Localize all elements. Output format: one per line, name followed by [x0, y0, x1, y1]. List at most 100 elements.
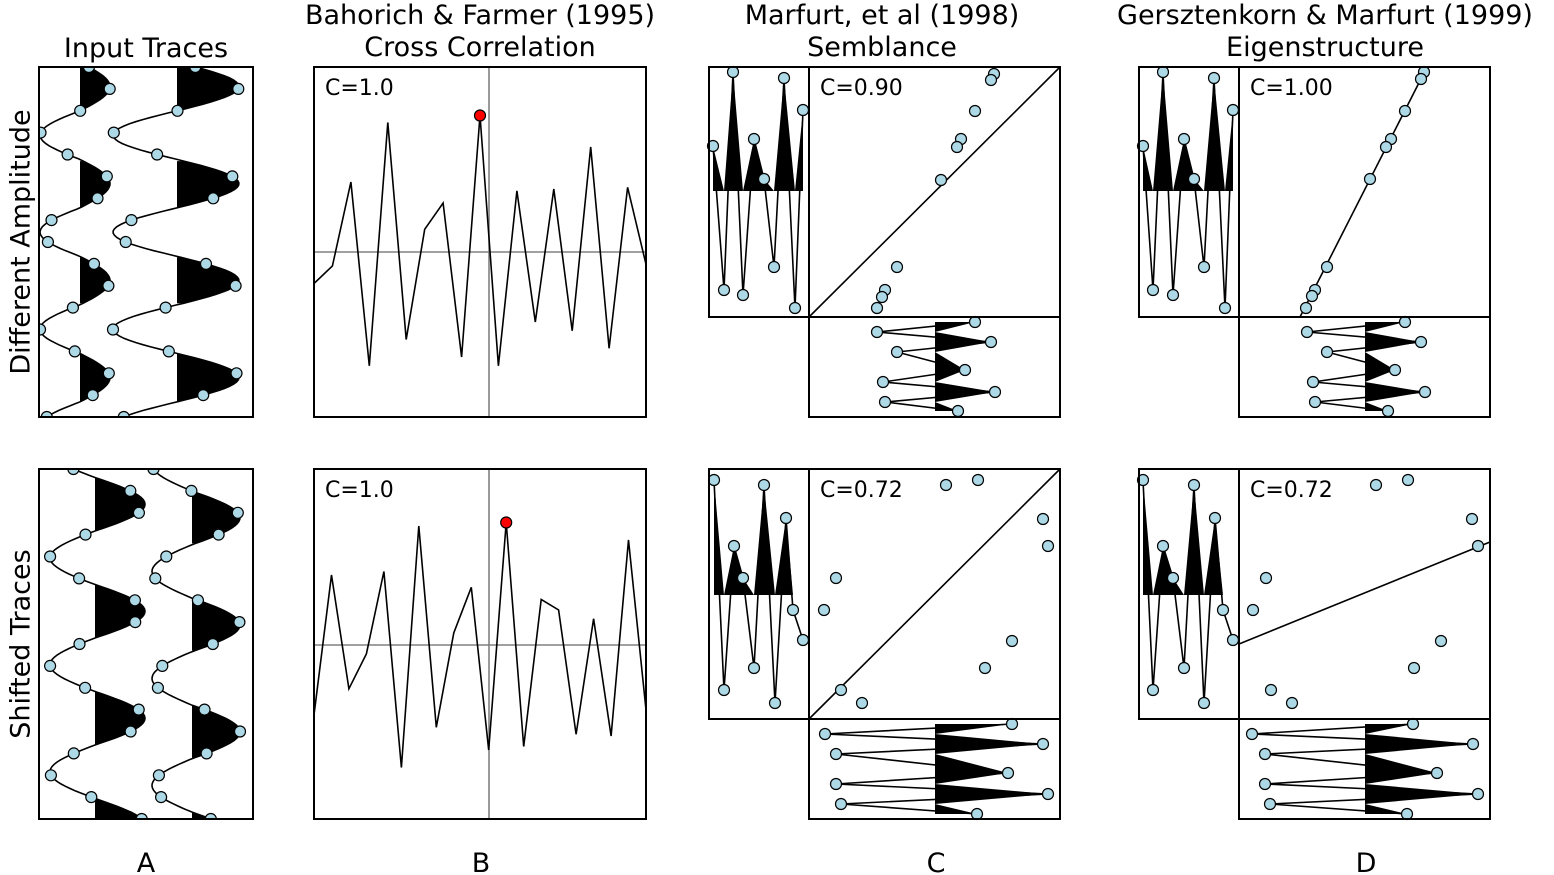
crossplot-point [1246, 603, 1260, 617]
trace-wiggle-line [1142, 479, 1234, 704]
sample-point [40, 410, 53, 417]
crossplot-point [1005, 634, 1019, 648]
sample-point [74, 104, 87, 117]
input-traces-amplitude-panel [38, 66, 254, 418]
sample-point [1226, 103, 1240, 117]
crossplot-point [1259, 571, 1273, 585]
positive-lobe-fill [80, 67, 110, 111]
crossplot-point [971, 473, 985, 487]
input-traces-shifted-panel [38, 468, 254, 820]
sample-point [124, 725, 137, 738]
sample-point [67, 747, 80, 760]
sample-point [206, 637, 219, 651]
crossplot-frame [808, 66, 1061, 318]
sample-point [128, 594, 141, 607]
sample-point [1146, 683, 1160, 697]
sample-point [1208, 511, 1222, 525]
positive-lobe-fill [177, 257, 239, 304]
crossplot-point [1401, 473, 1415, 487]
sample-point [767, 260, 781, 274]
sample-point [185, 484, 198, 497]
positive-lobe-fill [935, 724, 1048, 814]
diagonal-reference-line [808, 66, 1061, 318]
sample-point [736, 288, 750, 302]
sample-point [1306, 375, 1320, 389]
cross-correlation-line [313, 115, 647, 366]
trace-panel-bottom [808, 316, 1061, 418]
coherence-label: C=1.0 [325, 478, 394, 503]
sample-point [151, 681, 164, 694]
sample-point [1406, 717, 1420, 731]
sample-point [91, 192, 104, 205]
sample-point [890, 345, 904, 359]
crossplot-point [834, 683, 848, 697]
sample-point [117, 410, 130, 417]
sample-point [149, 572, 162, 585]
sample-point [834, 797, 848, 811]
sample-point [151, 148, 164, 161]
sample-point [1414, 335, 1428, 349]
eigenstructure-amplitude-panel: C=1.00 [1136, 65, 1491, 418]
sample-point [876, 375, 890, 389]
crossplot-point [817, 603, 831, 617]
crossplot-point [978, 661, 992, 675]
coherence-label: C=0.90 [820, 76, 903, 101]
diagonal-reference-line [808, 468, 1061, 720]
crossplot-point [939, 478, 953, 492]
crossplot-frame [1238, 66, 1491, 318]
sample-point [156, 659, 169, 673]
sample-point [231, 506, 244, 519]
sample-point [1226, 633, 1240, 647]
title-col-b-line2: Cross Correlation [364, 32, 595, 63]
crossplot-point [984, 73, 998, 87]
sample-point [171, 104, 184, 117]
panel-frame [313, 66, 647, 418]
sample-point [200, 747, 213, 760]
peak-marker [473, 109, 487, 122]
sample-point [212, 528, 225, 541]
sample-point [1177, 661, 1191, 675]
col-letter-d: D [1356, 848, 1377, 875]
sample-point [958, 363, 972, 377]
crossplot-point [1320, 260, 1334, 274]
panel-frame [313, 468, 647, 820]
crossplot-point [1471, 539, 1485, 553]
sample-point [1388, 363, 1402, 377]
title-col-b-line1: Bahorich & Farmer (1995) [305, 0, 655, 31]
sample-point [197, 389, 210, 402]
sample-point [1258, 747, 1272, 761]
crossplot-point [1434, 634, 1448, 648]
sample-point [1258, 777, 1272, 791]
semblance-amplitude-panel: C=0.90 [708, 67, 1061, 418]
sample-point [233, 615, 246, 629]
sample-point [67, 469, 80, 476]
sample-point [796, 103, 810, 117]
coherence-label: C=0.72 [1250, 478, 1333, 503]
crossplot-point [1264, 683, 1278, 697]
sample-point [43, 659, 57, 673]
sample-point [1218, 301, 1232, 315]
title-col-c-line1: Marfurt, et al (1998) [745, 0, 1020, 31]
crossplot-point [1369, 478, 1383, 492]
crossplot-point [1305, 289, 1319, 303]
positive-lobe-fill [80, 257, 110, 304]
sample-point [829, 777, 843, 791]
sample-point [1381, 404, 1395, 418]
sample-point [107, 126, 120, 139]
sample-point [970, 807, 984, 821]
sample-point [1146, 283, 1160, 297]
sample-point [1156, 539, 1170, 553]
sample-point [232, 82, 245, 96]
sample-point [132, 506, 145, 519]
sample-point [79, 528, 92, 541]
sample-point [747, 661, 761, 675]
sample-point [41, 235, 55, 249]
crossplot-point [950, 140, 964, 154]
sample-point [1216, 603, 1230, 617]
sample-point [152, 769, 165, 782]
col-letter-a: A [137, 848, 156, 875]
sample-point [162, 345, 175, 358]
sample-point [1400, 807, 1414, 821]
positive-lobe-fill [177, 353, 239, 402]
panel-frame [38, 66, 254, 418]
